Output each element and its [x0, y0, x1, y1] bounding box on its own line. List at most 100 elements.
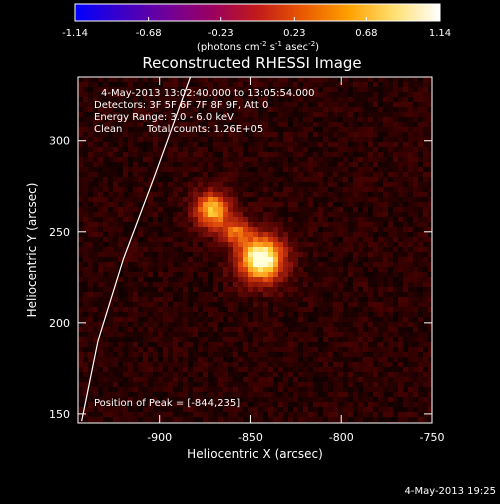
- heatmap-cell: [308, 362, 314, 368]
- heatmap-cell: [353, 187, 359, 193]
- colorbar-tick-label: -1.14: [62, 28, 88, 39]
- heatmap-cell: [98, 352, 104, 358]
- heatmap-cell: [348, 287, 354, 293]
- heatmap-cell: [383, 197, 389, 203]
- heatmap-cell: [373, 347, 379, 353]
- heatmap-cell: [78, 342, 84, 348]
- heatmap-cell: [343, 392, 349, 398]
- heatmap-cell: [313, 177, 319, 183]
- heatmap-cell: [428, 127, 434, 133]
- heatmap-cell: [413, 342, 419, 348]
- heatmap-cell: [313, 297, 319, 303]
- heatmap-cell: [323, 197, 329, 203]
- heatmap-cell: [148, 417, 154, 423]
- heatmap-cell: [343, 352, 349, 358]
- heatmap-cell: [318, 337, 324, 343]
- heatmap-cell: [278, 312, 284, 318]
- heatmap-cell: [318, 187, 324, 193]
- heatmap-cell: [268, 352, 274, 358]
- heatmap-cell: [373, 152, 379, 158]
- heatmap-cell: [188, 212, 194, 218]
- heatmap-cell: [298, 222, 304, 228]
- heatmap-cell: [233, 202, 239, 208]
- heatmap-cell: [123, 147, 129, 153]
- heatmap-cell: [263, 352, 269, 358]
- heatmap-cell: [323, 377, 329, 383]
- heatmap-cell: [243, 357, 249, 363]
- heatmap-cell: [273, 312, 279, 318]
- heatmap-cell: [328, 82, 334, 88]
- heatmap-cell: [368, 137, 374, 143]
- heatmap-cell: [108, 177, 114, 183]
- heatmap-cell: [188, 152, 194, 158]
- heatmap-cell: [303, 297, 309, 303]
- heatmap-cell: [303, 122, 309, 128]
- heatmap-cell: [208, 222, 214, 228]
- heatmap-cell: [188, 137, 194, 143]
- heatmap-cell: [428, 302, 434, 308]
- heatmap-cell: [298, 132, 304, 138]
- heatmap-cell: [328, 97, 334, 103]
- heatmap-cell: [88, 142, 94, 148]
- heatmap-cell: [93, 82, 99, 88]
- heatmap-cell: [378, 287, 384, 293]
- heatmap-cell: [228, 392, 234, 398]
- heatmap-cell: [98, 292, 104, 298]
- heatmap-cell: [323, 257, 329, 263]
- heatmap-cell: [343, 367, 349, 373]
- heatmap-cell: [373, 127, 379, 133]
- heatmap-cell: [228, 372, 234, 378]
- heatmap-cell: [163, 187, 169, 193]
- heatmap-cell: [238, 77, 244, 83]
- heatmap-cell: [88, 217, 94, 223]
- heatmap-cell: [428, 187, 434, 193]
- heatmap-cell: [278, 157, 284, 163]
- heatmap-cell: [163, 172, 169, 178]
- heatmap-cell: [413, 377, 419, 383]
- heatmap-cell: [128, 287, 134, 293]
- heatmap-cell: [213, 197, 219, 203]
- heatmap-cell: [253, 117, 259, 123]
- heatmap-cell: [323, 167, 329, 173]
- heatmap-cell: [113, 187, 119, 193]
- heatmap-cell: [163, 232, 169, 238]
- heatmap-cell: [388, 407, 394, 413]
- heatmap-cell: [243, 237, 249, 243]
- heatmap-cell: [83, 367, 89, 373]
- heatmap-cell: [303, 77, 309, 83]
- heatmap-cell: [288, 187, 294, 193]
- heatmap-cell: [168, 287, 174, 293]
- heatmap-cell: [383, 367, 389, 373]
- heatmap-cell: [398, 182, 404, 188]
- heatmap-cell: [243, 297, 249, 303]
- heatmap-cell: [108, 192, 114, 198]
- heatmap-cell: [418, 312, 424, 318]
- heatmap-cell: [248, 137, 254, 143]
- heatmap-cell: [103, 377, 109, 383]
- heatmap-cell: [83, 242, 89, 248]
- heatmap-cell: [78, 232, 84, 238]
- heatmap-cell: [428, 412, 434, 418]
- heatmap-cell: [238, 412, 244, 418]
- heatmap-cell: [83, 132, 89, 138]
- heatmap-cell: [283, 377, 289, 383]
- heatmap-cell: [233, 147, 239, 153]
- heatmap-cell: [388, 272, 394, 278]
- heatmap-cell: [418, 87, 424, 93]
- heatmap-cell: [203, 312, 209, 318]
- heatmap-cell: [328, 182, 334, 188]
- heatmap-cell: [223, 372, 229, 378]
- heatmap-cell: [108, 312, 114, 318]
- heatmap-cell: [328, 312, 334, 318]
- heatmap-cell: [168, 192, 174, 198]
- heatmap-cell: [388, 152, 394, 158]
- heatmap-cell: [93, 222, 99, 228]
- heatmap-cell: [258, 272, 264, 278]
- heatmap-cell: [278, 107, 284, 113]
- heatmap-cell: [258, 237, 264, 243]
- heatmap-cell: [358, 267, 364, 273]
- heatmap-cell: [133, 362, 139, 368]
- heatmap-cell: [383, 127, 389, 133]
- heatmap-cell: [173, 247, 179, 253]
